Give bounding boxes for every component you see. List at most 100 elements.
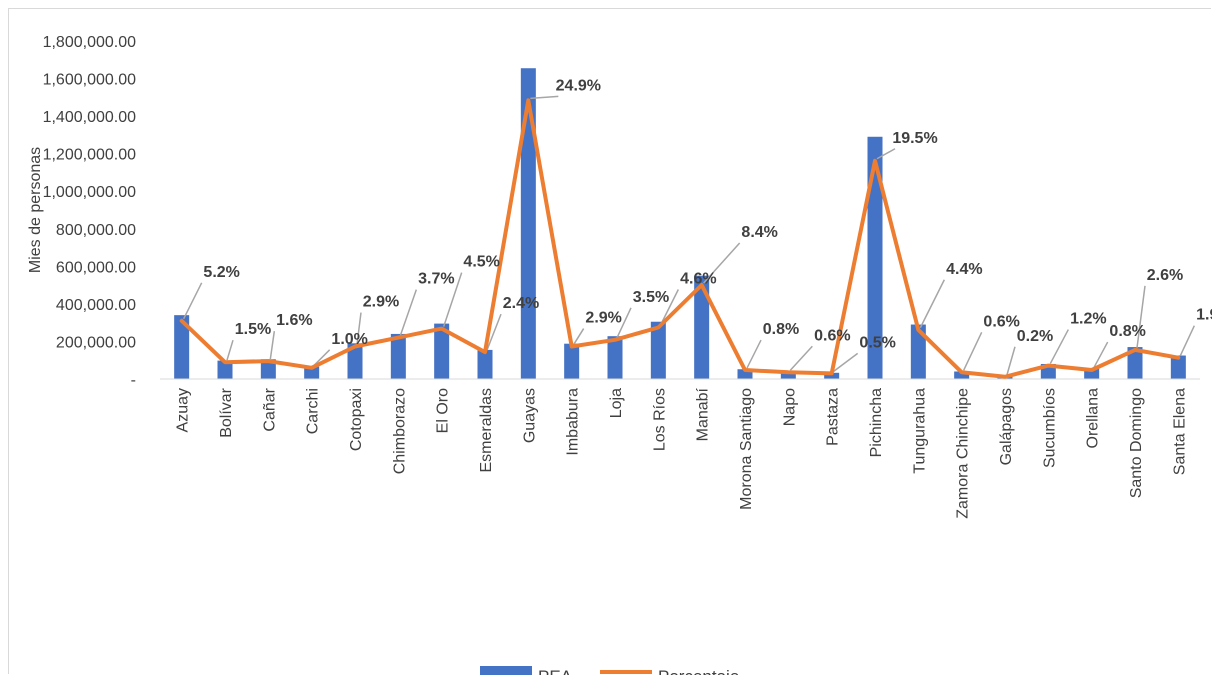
data-label: 2.6% [1147, 267, 1183, 284]
bar [824, 372, 840, 379]
x-axis-ticks: Azuay Bolívar Cañar Carchi Cotopaxi Chimboraz… [175, 387, 1189, 518]
y-tick-label: 1,800,000.00 [43, 34, 137, 51]
x-tick-label: Los Ríos [651, 388, 668, 451]
bar [520, 68, 536, 379]
data-label: 0.6% [814, 327, 850, 344]
leader-line [833, 352, 859, 373]
data-label: 0.6% [983, 313, 1019, 330]
data-labels: 5.2% 1.5% 1.6% 1.0% 2.9% 3.7% 4.5% 2.4% 24.9% 2.9… [203, 77, 1212, 351]
bar [260, 359, 276, 379]
data-label: 0.2% [1017, 328, 1053, 345]
porcentaje-line [179, 98, 1181, 379]
x-tick-label: Cañar [261, 387, 278, 431]
bar [1170, 355, 1186, 379]
x-tick-label: Sucumbíos [1041, 388, 1058, 468]
data-label: 3.5% [633, 289, 669, 306]
x-tick-label: Loja [608, 388, 625, 418]
x-tick-label: Azuay [175, 388, 192, 432]
data-label: 2.9% [363, 294, 399, 311]
chart-frame [8, 8, 1211, 674]
leader-line [616, 307, 632, 339]
leader-line [1179, 325, 1196, 357]
leader-line [269, 330, 276, 360]
leader-line [876, 148, 896, 160]
leader-line [1049, 329, 1069, 364]
leader-line [530, 95, 559, 100]
x-tick-label: Santa Elena [1171, 388, 1188, 475]
legend-swatch-pea [480, 666, 532, 675]
data-label: 1.9% [1196, 307, 1212, 324]
legend: PEA Porcentaje [480, 666, 739, 675]
label-leader-lines [182, 95, 1196, 375]
bar [477, 349, 493, 379]
data-label: 0.8% [1109, 323, 1145, 340]
x-tick-label: Carchi [305, 388, 322, 434]
x-tick-label: Zamora Chinchipe [955, 388, 972, 519]
data-label: 4.6% [680, 271, 716, 288]
data-label: 24.9% [556, 77, 601, 94]
bar [1084, 368, 1100, 379]
leader-line [442, 272, 463, 327]
data-label: 4.4% [946, 261, 982, 278]
leader-line [789, 345, 813, 371]
bar [390, 333, 406, 379]
leader-line [962, 331, 983, 371]
leader-line [919, 279, 946, 329]
data-label: 5.2% [203, 264, 239, 281]
data-label: 1.2% [1070, 311, 1106, 328]
x-tick-label: Orellana [1085, 388, 1102, 449]
bar [217, 360, 233, 379]
leader-line [399, 289, 418, 336]
data-label: 1.5% [235, 321, 271, 338]
data-label: 3.7% [418, 271, 454, 288]
bar [910, 324, 926, 379]
x-tick-label: Napo [781, 388, 798, 426]
y-axis-title: Mies de personas [27, 147, 44, 273]
bar [867, 136, 883, 379]
leader-line [1093, 341, 1109, 369]
y-tick-label: 800,000.00 [56, 222, 136, 239]
legend-label-pea: PEA [538, 667, 573, 675]
x-tick-label: Tungurahua [911, 388, 928, 474]
bar [737, 369, 753, 379]
x-tick-label: Bolívar [218, 387, 235, 437]
leader-line [313, 349, 331, 367]
data-label: 19.5% [892, 130, 937, 147]
data-label: 1.0% [331, 331, 367, 348]
x-tick-label: Chimborazo [391, 388, 408, 474]
x-tick-label: Cotopaxi [348, 388, 365, 451]
y-tick-label: 1,400,000.00 [43, 109, 137, 126]
leader-line [746, 339, 762, 369]
data-label: 8.4% [741, 224, 777, 241]
bar-series [174, 68, 1186, 379]
x-tick-label: Pichincha [868, 388, 885, 457]
x-tick-label: Morona Santiago [738, 388, 755, 510]
y-tick-label: 1,200,000.00 [43, 147, 137, 164]
leader-line [573, 328, 585, 345]
bar [607, 336, 623, 379]
data-label: 2.9% [585, 310, 621, 327]
leader-line [1006, 346, 1016, 375]
y-tick-label: 600,000.00 [56, 259, 136, 276]
y-tick-label: - [131, 372, 136, 389]
data-label: 0.5% [859, 334, 895, 351]
x-tick-label: Pastaza [825, 388, 842, 446]
x-tick-label: El Oro [435, 388, 452, 433]
bar [564, 343, 580, 379]
bar [304, 366, 320, 379]
leader-line [182, 282, 203, 320]
bar [780, 371, 796, 379]
y-tick-label: 1,600,000.00 [43, 72, 137, 89]
x-tick-label: Manabí [695, 387, 712, 441]
y-tick-label: 1,000,000.00 [43, 184, 137, 201]
bar [954, 371, 970, 379]
leader-line [1136, 285, 1146, 348]
x-tick-label: Guayas [521, 388, 538, 443]
y-tick-label: 400,000.00 [56, 297, 136, 314]
y-axis-ticks: - 200,000.00 400,000.00 600,000.00 800,000.0… [43, 34, 137, 389]
bar [650, 321, 666, 379]
x-tick-label: Imbabura [565, 388, 582, 456]
bar [434, 323, 450, 379]
legend-label-porcentaje: Porcentaje [658, 667, 739, 675]
